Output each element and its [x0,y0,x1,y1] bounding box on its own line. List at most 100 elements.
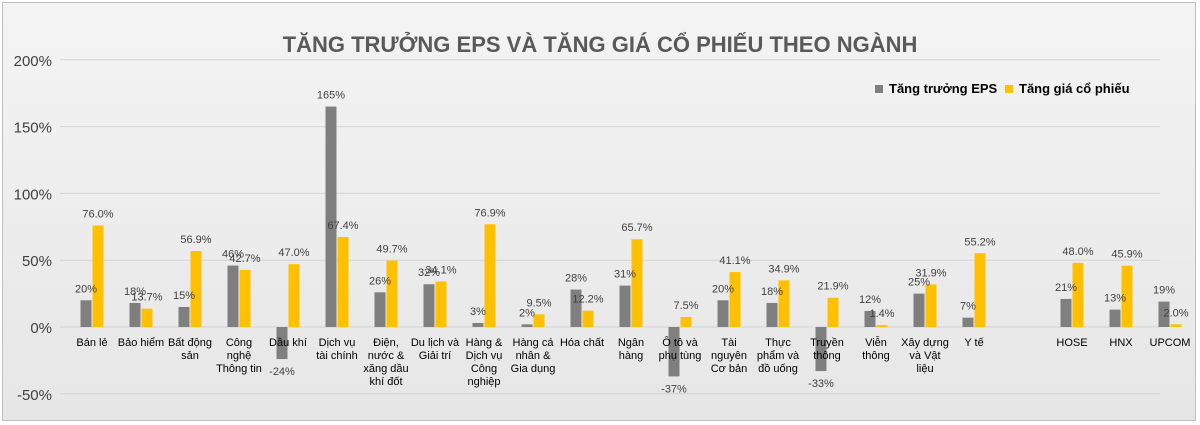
data-label-eps-14: 18% [761,286,783,298]
data-label-price-10: 12.2% [572,294,603,306]
data-label-price-7: 34.1% [425,264,456,276]
y-tick-label: 100% [14,186,52,203]
category-label-0: Bán lẻ [76,337,107,349]
bar-price-4 [288,264,300,327]
y-tick-label: 0% [30,320,52,337]
bar-price-10 [582,310,594,327]
category-label-18: Y tế [964,337,983,349]
category-label-10: Hóa chất [560,337,604,349]
data-label-eps-4: -24% [269,366,295,378]
category-label-13: Tài nguyên Cơ bản [711,337,748,375]
bar-eps-6 [374,292,386,327]
data-label-eps-2: 15% [173,290,195,302]
bar-eps-14 [766,302,778,327]
data-label-eps-12: -37% [661,383,687,395]
category-label-9: Hàng cá nhân & Gia dụng [511,337,556,375]
bar-eps-9 [521,324,533,327]
bar-eps-12 [668,327,680,377]
data-label-price-4: 47.0% [278,247,309,259]
bar-eps-19 [1060,298,1072,327]
bar-eps-8 [472,322,484,327]
data-label-price-0: 76.0% [82,208,113,220]
data-label-eps-7: 32% [418,267,440,279]
category-label-2: Bất động sản [168,337,212,362]
bar-price-0 [92,225,104,327]
y-tick-label: 50% [22,253,52,270]
data-label-eps-16: 12% [859,294,881,306]
data-labels: 20% 18% 15% 46% -24% 165% 26% 32% 3% 2% 28% 31% -37%… [75,90,1189,396]
category-label-1: Bảo hiểm [118,337,164,349]
data-label-price-17: 31.9% [915,267,946,279]
bars [80,106,1182,377]
data-label-eps-13: 20% [712,283,734,295]
category-label-3: Công nghệ Thông tin [216,337,262,375]
data-label-eps-5: 165% [317,90,345,102]
data-label-eps-6: 26% [369,275,391,287]
category-label-11: Ngân hàng [618,337,644,362]
legend-label-price: Tăng giá cổ phiếu [1019,81,1130,96]
bar-price-5 [337,236,349,327]
data-label-price-15: 21.9% [817,281,848,293]
bar-eps-10 [570,289,582,327]
bar-price-17 [925,284,937,327]
bar-price-13 [729,272,741,327]
data-label-eps-11: 31% [614,269,636,281]
bar-eps-2 [178,306,190,327]
data-label-eps-18: 7% [960,301,976,313]
bar-price-9 [533,314,545,327]
bar-eps-0 [80,300,92,327]
y-tick-label: 200% [14,53,52,70]
category-label-16: Viễn thông [862,336,890,362]
category-label-19: HOSE [1056,337,1087,349]
category-label-5: Dịch vụ tài chính [316,337,358,362]
bar-eps-11 [619,285,631,327]
bar-price-19 [1072,262,1084,327]
data-label-eps-17: 25% [908,277,930,289]
bar-price-18 [974,253,986,327]
legend-swatch-price [1005,85,1013,93]
data-label-eps-20: 13% [1104,293,1126,305]
category-label-12: Ô tô và phụ tùng [659,336,702,362]
bar-eps-21 [1158,301,1170,327]
y-tick-label: -50% [17,387,52,404]
data-label-price-14: 34.9% [768,263,799,275]
bar-price-14 [778,280,790,327]
category-label-4: Dầu khí [269,337,307,349]
bar-eps-18 [962,317,974,327]
data-label-price-2: 56.9% [180,234,211,246]
bar-eps-5 [325,106,337,327]
y-axis-ticks: -50% 0% 50% 100% 150% 200% [14,53,52,404]
data-label-price-6: 49.7% [376,244,407,256]
legend-label-eps: Tăng trưởng EPS [889,81,998,96]
category-label-15: Truyền thông [810,337,844,362]
bar-eps-20 [1109,309,1121,327]
bar-price-20 [1121,265,1133,327]
data-label-price-16: 1.4% [869,308,894,320]
data-label-price-9: 9.5% [526,297,551,309]
category-label-8: Hàng & Dịch vụ Công nghiệp [466,337,503,388]
data-label-price-12: 7.5% [673,300,698,312]
data-label-price-19: 48.0% [1062,246,1093,258]
category-label-6: Điện, nước & xăng dầu khí đốt [363,337,408,388]
data-label-price-11: 65.7% [621,222,652,234]
data-label-eps-10: 28% [565,273,587,285]
data-label-price-8: 76.9% [474,207,505,219]
bar-price-7 [435,281,447,327]
data-label-price-18: 55.2% [964,236,995,248]
bar-price-8 [484,224,496,327]
data-label-eps-3: 46% [222,249,244,261]
data-label-eps-9: 2% [519,307,535,319]
data-label-price-1: 13.7% [131,292,162,304]
bar-price-1 [141,308,153,327]
bar-price-3 [239,269,251,327]
data-label-eps-15: -33% [808,378,834,390]
bar-eps-3 [227,265,239,327]
bar-eps-1 [129,302,141,327]
bar-eps-16 [864,310,876,327]
legend-swatch-eps [875,85,883,93]
data-label-eps-0: 20% [75,283,97,295]
bar-price-12 [680,316,692,327]
data-label-price-3: 42.7% [229,253,260,265]
